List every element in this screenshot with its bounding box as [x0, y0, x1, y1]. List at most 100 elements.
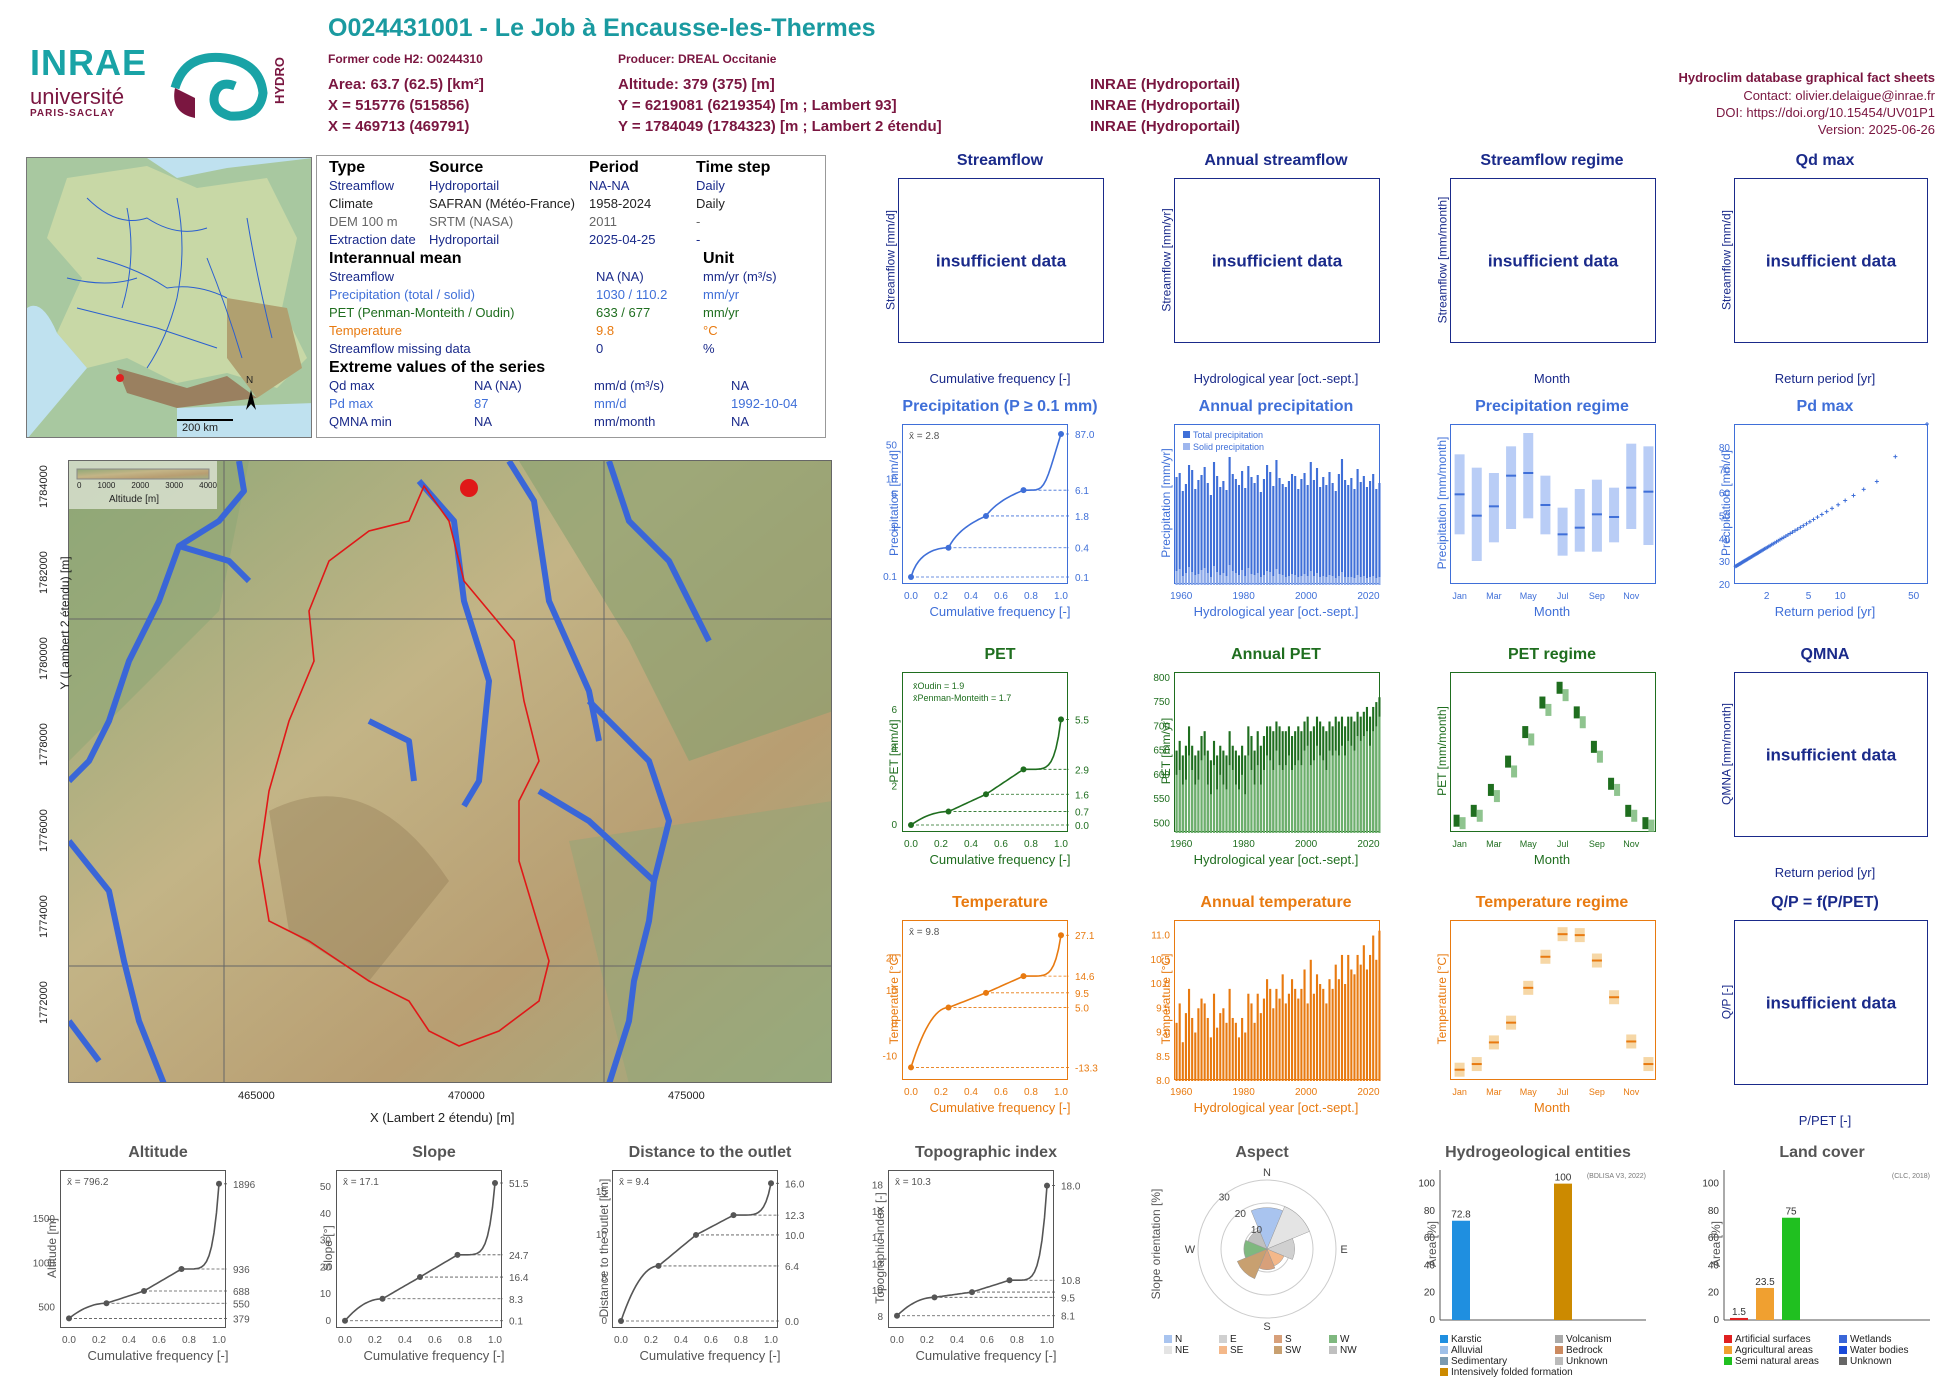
- contact[interactable]: Contact: olivier.delaigue@inrae.fr: [1743, 88, 1935, 103]
- precip_regime-xtick: May: [1520, 591, 1538, 601]
- precip-panel: Precipitation (P ≥ 0.1 mm) 0.1 0.4 1.8 6.1 87…: [862, 398, 1138, 638]
- annual_precip-bar: [1303, 574, 1306, 585]
- annual_precip-bar: [1337, 474, 1340, 585]
- annual-precip-legend: Solid precipitation: [1193, 442, 1264, 452]
- annual_precip-bar: [1272, 486, 1275, 585]
- precip-point: [945, 544, 952, 551]
- annual_temp-bar: [1375, 959, 1378, 1081]
- pdmax-xtick: 2: [1764, 591, 1770, 602]
- annual_precip-bar: [1275, 569, 1278, 585]
- streamflow_regime-insufficient: insufficient data: [1487, 251, 1619, 270]
- annual_precip-bar: [1297, 577, 1300, 585]
- annual_pet-bar: [1197, 779, 1200, 833]
- temp-point: [1020, 973, 1027, 980]
- pet_regime-xtick: Jan: [1452, 839, 1467, 849]
- topo-ytick: 14: [872, 1233, 884, 1244]
- temp-plot-area: -13.3 5.0 9.5 14.6 27.1 0.0 0.2 0.4 0.6 0.8 1.0 -10…: [883, 920, 1098, 1098]
- annual_pet-bar: [1234, 784, 1237, 833]
- annual_pet-bar: [1194, 784, 1197, 833]
- annual_precip-bar: [1340, 459, 1344, 585]
- annual_precip-bar: [1375, 489, 1378, 585]
- annual_precip-bar: [1306, 576, 1309, 585]
- precip-ytick: 1: [891, 523, 897, 534]
- annual_precip-bar: [1194, 575, 1197, 585]
- distance-xtick: 0.2: [644, 1335, 658, 1346]
- annual_temp-bar: [1344, 984, 1347, 1081]
- hydrogeo-legend-item: Alluvial: [1440, 1345, 1555, 1356]
- info-row-climate: Climate SAFRAN (Météo-France) 1958-2024 Dai…: [329, 196, 725, 211]
- annual_pet-bar: [1306, 745, 1309, 833]
- pet-legend: x̄Oudin = 1.9: [913, 681, 964, 691]
- pdmax-point: [1790, 530, 1795, 535]
- annual_pet-xtick: 1980: [1233, 839, 1256, 850]
- precip-ytick: 50: [886, 441, 898, 452]
- info-mean-temp: Temperature 9.8 °C: [329, 323, 718, 338]
- annual_pet-bar: [1253, 784, 1256, 833]
- topo-value-label: 10.8: [1061, 1276, 1081, 1287]
- pet_regime-svg: Jan Mar May Jul Sep Nov: [1452, 681, 1655, 849]
- precip_regime-xtick: Nov: [1623, 591, 1640, 601]
- annual_pet-ytick: 600: [1153, 770, 1170, 781]
- pdmax-point: [1925, 421, 1929, 426]
- annual_precip-bar: [1225, 576, 1228, 585]
- precip-xtick: 0.0: [904, 591, 918, 602]
- annual_precip-bar: [1378, 577, 1381, 585]
- annual_pet-bar: [1178, 769, 1181, 833]
- topo-point: [931, 1294, 938, 1301]
- slope-ytick: 50: [320, 1182, 332, 1193]
- paris-saclay-logo: PARIS-SACLAY: [30, 108, 116, 119]
- altitude-xtick: 0.0: [62, 1335, 76, 1346]
- precip_regime-box: [1574, 489, 1585, 552]
- annual_precip-bar: [1359, 577, 1362, 585]
- slope-value-label: 8.3: [509, 1295, 523, 1306]
- annual_temp-bar: [1294, 988, 1297, 1081]
- annual_temp-bar: [1290, 979, 1294, 1081]
- temp-curve: [910, 935, 1062, 1068]
- temp-value-label: -13.3: [1075, 1063, 1098, 1074]
- annual_precip-bar: [1315, 573, 1319, 585]
- outlet-marker: [460, 479, 478, 497]
- distance-ytick: 0: [601, 1316, 607, 1327]
- pet-point: [945, 808, 952, 815]
- pet_regime-box-penman: [1511, 765, 1518, 778]
- map-ylabel: Y (Lambert 2 étendu) [m]: [58, 556, 72, 690]
- temp-point: [983, 989, 989, 996]
- aspect-panel: Aspect N E S W 10 20 30 Slope orientation [%] N E S…: [1124, 1144, 1400, 1382]
- annual_precip-bar: [1269, 572, 1272, 585]
- altitude-point: [66, 1315, 72, 1322]
- annual_precip-xtick: 1980: [1233, 591, 1256, 602]
- annual_precip-bar: [1375, 578, 1378, 585]
- pdmax-xtick: 5: [1806, 591, 1812, 602]
- annual_precip-xtick: 2020: [1357, 591, 1380, 602]
- distance-curve: [620, 1183, 772, 1322]
- annual_precip-bar: [1372, 474, 1375, 585]
- annual_pet-bar: [1331, 755, 1334, 833]
- info-ext-qmna: QMNA min NA mm/month NA: [329, 414, 750, 429]
- altitude-value-label: 688: [233, 1287, 250, 1298]
- annual_precip-bar: [1181, 576, 1184, 585]
- hydrogeo-bar: [1452, 1220, 1470, 1320]
- annual_temp-ytick: 11.0: [1151, 931, 1170, 942]
- annual_pet-bar: [1225, 789, 1228, 833]
- annual_precip-bar: [1178, 569, 1181, 585]
- precip-xtick: 0.4: [964, 591, 978, 602]
- pdmax-point: [1783, 534, 1788, 539]
- annual_precip-bar: [1334, 578, 1337, 585]
- temp-xtick: 1.0: [1054, 1087, 1068, 1098]
- doi-link[interactable]: DOI: https://doi.org/10.15454/UV01P1: [1716, 105, 1935, 120]
- annual_precip-bar: [1228, 565, 1231, 585]
- annual_pet-bar: [1216, 789, 1219, 833]
- annual_precip-bar: [1325, 485, 1328, 585]
- annual_precip-bar: [1315, 468, 1319, 585]
- altitude-ytick: 500: [38, 1303, 55, 1314]
- pet_regime-xlabel: Month: [1533, 852, 1571, 867]
- pet-ytick: 2: [891, 782, 897, 793]
- info-row-dem: DEM 100 m SRTM (NASA) 2011-: [329, 214, 701, 229]
- annual_precip-xtick: 2000: [1295, 591, 1318, 602]
- precip-value-label: 1.8: [1075, 512, 1089, 523]
- pet_regime-box-oudin: [1522, 726, 1529, 739]
- info-header-2: Interannual mean Unit: [329, 250, 735, 267]
- temp-value-label: 5.0: [1075, 1004, 1089, 1015]
- map-ytick: 1772000: [38, 981, 50, 1024]
- pet-value-label: 1.6: [1075, 790, 1089, 801]
